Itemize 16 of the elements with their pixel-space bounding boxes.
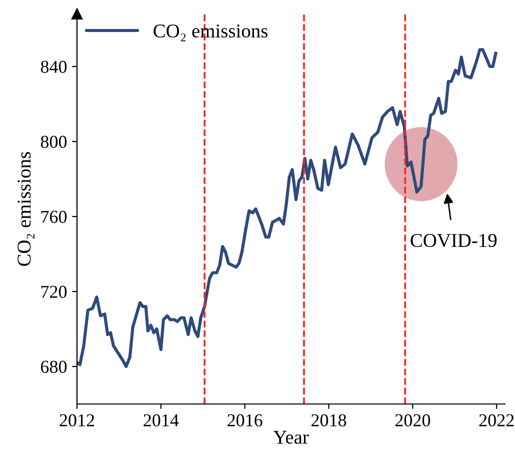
x-tick-label: 2016 xyxy=(228,414,262,426)
legend-label: CO₂ emissions xyxy=(154,24,268,42)
x-tick-label: 2022 xyxy=(479,414,514,426)
x-tick-label: 2020 xyxy=(395,414,430,426)
annotation: COVID-19 xyxy=(410,234,497,248)
x-tick-label: 2018 xyxy=(312,414,346,426)
y-tick-label: 840 xyxy=(40,60,67,73)
x-tick-label: 2014 xyxy=(144,414,179,426)
y-tick-label: 760 xyxy=(41,210,67,223)
y-axis-title: CO₂ emissions xyxy=(18,152,34,266)
x-tick-label: 2012 xyxy=(60,414,94,426)
y-tick-label: 720 xyxy=(41,286,67,298)
y-tick-label: 680 xyxy=(40,360,67,373)
y-tick-label: 800 xyxy=(40,136,67,148)
x-axis-title: Year xyxy=(273,430,309,444)
line-series xyxy=(77,48,498,368)
